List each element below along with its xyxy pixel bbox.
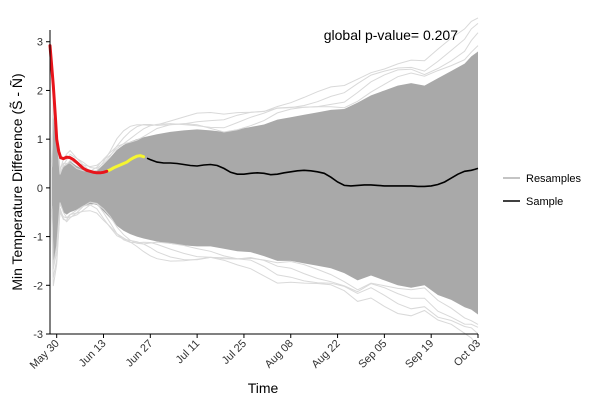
resamples-layer	[51, 17, 479, 348]
x-tick-label: Oct 03	[452, 338, 483, 369]
chart-title: global p-value= 0.207	[324, 27, 458, 43]
resample-line-lower-1	[51, 201, 479, 328]
x-tick-label: Jul 25	[220, 338, 249, 367]
resample-line-lower-2	[51, 204, 479, 335]
resamples-band	[51, 51, 478, 315]
y-tick-label: 1	[37, 134, 43, 146]
y-tick-label: -2	[33, 280, 43, 292]
x-tick-label: Jul 11	[174, 338, 203, 367]
x-tick-label: May 30	[28, 338, 62, 372]
resample-line-upper-2	[51, 23, 479, 175]
y-tick-label: 3	[37, 37, 43, 49]
x-tick-label: Jun 27	[124, 338, 156, 370]
y-tick-label: -1	[33, 232, 43, 244]
y-tick-label: -3	[33, 329, 43, 341]
x-tick-label: Aug 22	[310, 338, 343, 371]
resample-line-lower-0	[51, 202, 479, 325]
legend-label-resamples: Resamples	[526, 173, 582, 185]
resample-line-upper-3	[51, 17, 479, 172]
x-tick-label: Sep 05	[356, 338, 389, 371]
y-axis-label: Min Temperature Difference (S̃ - Ñ)	[9, 73, 25, 290]
sample-line	[146, 157, 479, 188]
sample-yellow-segment	[105, 154, 146, 173]
resample-line-lower-3	[51, 208, 479, 348]
y-tick-label: 2	[37, 85, 43, 97]
legend: Resamples Sample	[503, 173, 582, 208]
x-tick-label: Jun 13	[77, 338, 109, 370]
sample-red-segment	[48, 44, 109, 175]
x-tick-label: Sep 19	[403, 338, 436, 371]
resample-line-upper-0	[51, 45, 479, 172]
x-tick-label: Aug 08	[263, 338, 296, 371]
x-axis-label: Time	[248, 380, 279, 396]
sample-layer	[48, 44, 479, 188]
legend-label-sample: Sample	[526, 196, 563, 208]
y-tick-label: 0	[37, 183, 43, 195]
